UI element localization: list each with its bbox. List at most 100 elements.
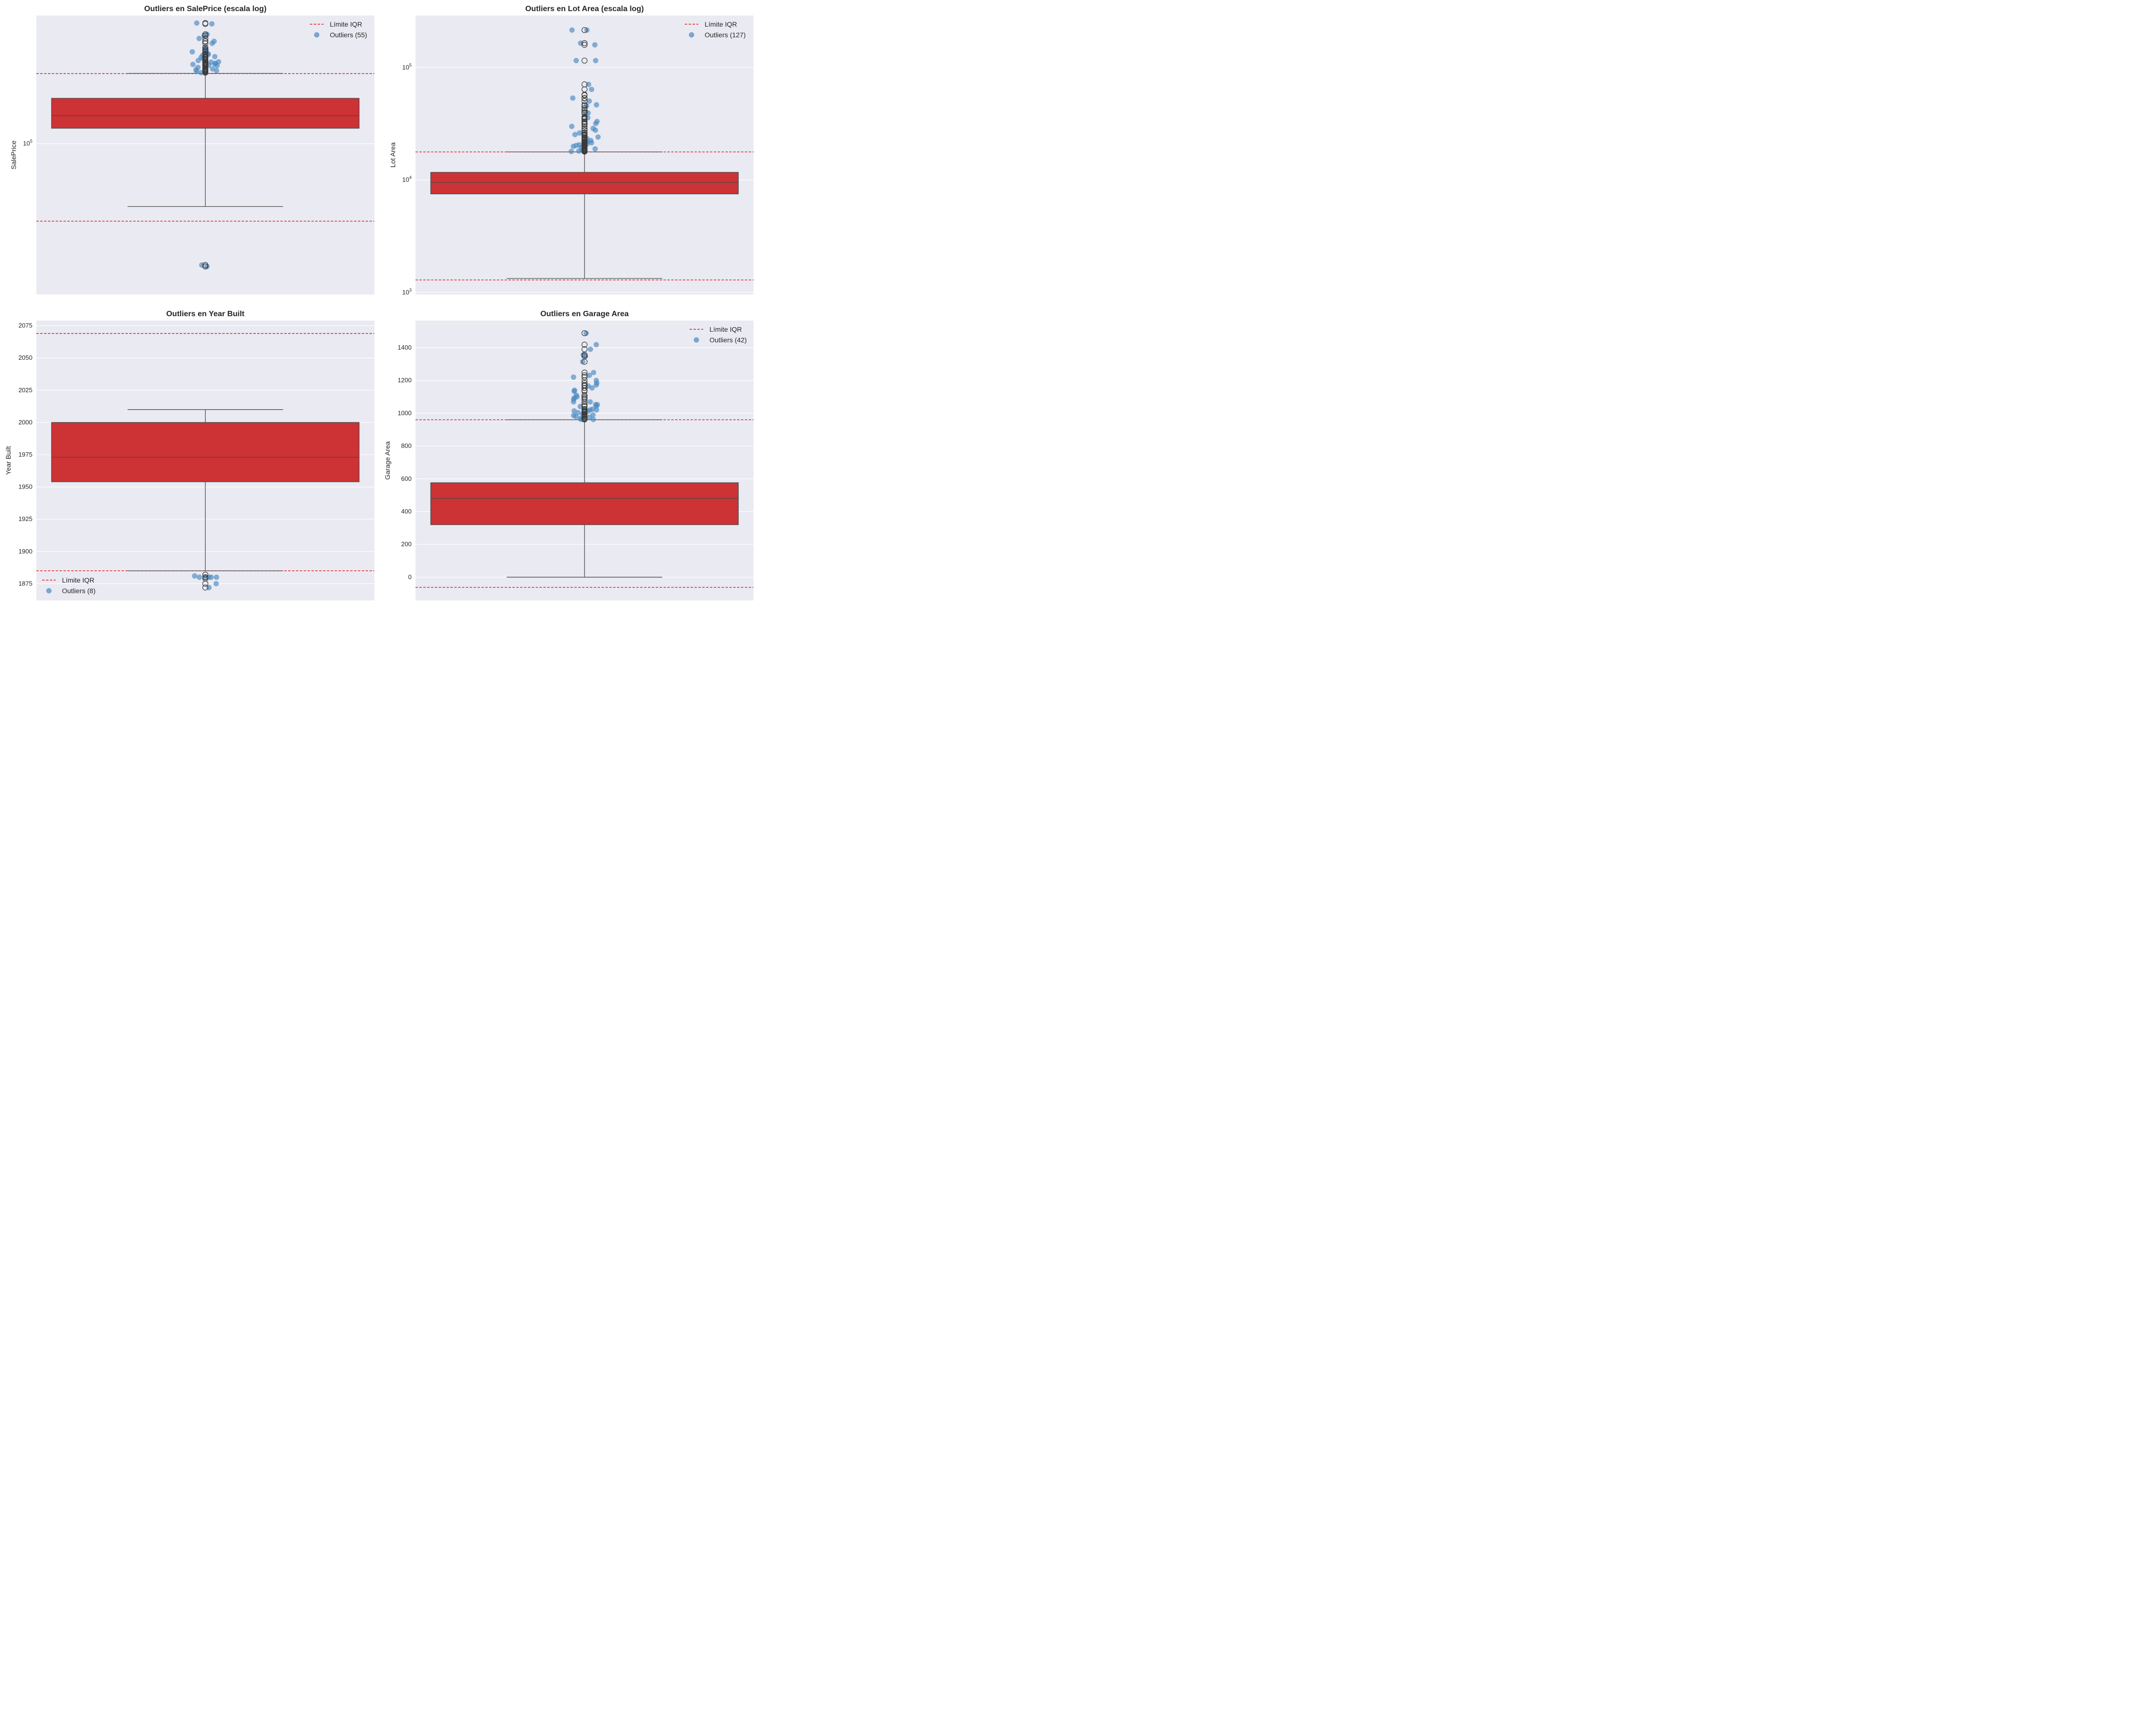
outlier-point	[586, 372, 592, 378]
outlier-point	[571, 387, 577, 393]
flier-marker	[202, 262, 209, 268]
flier-marker	[581, 399, 588, 405]
box-iqr	[51, 98, 360, 129]
outlier-point	[573, 414, 579, 419]
outlier-point	[593, 127, 599, 133]
flier-marker	[202, 44, 209, 51]
y-tick-label: 800	[401, 442, 412, 449]
legend-marker-icon	[689, 32, 694, 38]
panel-garagearea: 0 200 400 600 800 1000 1200 1400 Outliers en Gar…	[384, 310, 754, 600]
y-tick-label: 600	[401, 475, 412, 482]
flier-marker	[581, 27, 588, 33]
flier-marker	[581, 92, 588, 98]
legend-marker-icon	[693, 337, 699, 343]
flier-marker	[581, 95, 588, 102]
outlier-point	[593, 378, 599, 384]
outlier-point	[190, 61, 196, 67]
flier-marker	[202, 263, 209, 270]
outlier-point	[194, 69, 200, 75]
outlier-point	[197, 574, 202, 580]
legend-label: Outliers (127)	[705, 31, 746, 39]
legend-label: Límite IQR	[330, 20, 362, 28]
flier-marker	[581, 105, 588, 111]
legend-label: Límite IQR	[62, 576, 94, 584]
flier-marker	[202, 584, 209, 591]
outlier-point	[194, 20, 200, 26]
y-tick-label: 1900	[18, 548, 32, 555]
panel-lotarea: 103 104 105 Outliers en Lot Area (escala lo…	[389, 5, 754, 296]
y-tick-label: 2050	[18, 354, 32, 361]
outlier-point	[213, 581, 219, 586]
outlier-point	[569, 123, 575, 129]
legend-marker-icon	[314, 32, 320, 38]
y-tick-label: 2025	[18, 386, 32, 394]
outlier-point	[569, 149, 574, 154]
outlier-point	[585, 81, 591, 87]
chart-title: Outliers en Year Built	[166, 310, 245, 318]
outlier-point	[581, 352, 586, 358]
y-tick-label: 0	[408, 573, 412, 581]
outlier-point	[587, 399, 593, 405]
outlier-point	[572, 132, 578, 138]
outlier-point	[570, 143, 576, 149]
outlier-point	[569, 27, 575, 33]
flier-marker	[581, 358, 588, 365]
flier-marker	[202, 31, 209, 38]
flier-marker	[581, 352, 588, 358]
flier-marker	[202, 581, 209, 587]
outlier-point	[195, 58, 201, 63]
flier-marker	[581, 40, 588, 46]
legend: Límite IQR Outliers (42)	[690, 325, 747, 344]
outlier-point	[589, 87, 595, 92]
outlier-point	[573, 58, 579, 63]
outlier-point	[580, 359, 585, 365]
panel-saleprice: 105 Outliers en SalePrice (escala log) Sal…	[10, 5, 374, 294]
outlier-point	[593, 58, 599, 63]
flier-marker	[581, 392, 588, 399]
outlier-point	[196, 35, 202, 41]
outlier-point	[591, 369, 597, 375]
y-axis-label: SalePrice	[10, 140, 17, 169]
outlier-point	[590, 416, 596, 422]
flier-marker	[581, 148, 588, 155]
flier-marker	[581, 341, 588, 348]
outlier-point	[586, 98, 592, 104]
box-iqr	[430, 172, 739, 195]
y-tick-label: 200	[401, 540, 412, 548]
flier-marker	[202, 40, 209, 46]
outlier-point	[189, 49, 195, 55]
chart-title: Outliers en Lot Area (escala log)	[525, 5, 644, 13]
flier-marker	[581, 416, 588, 423]
outlier-point	[595, 134, 601, 140]
flier-marker	[581, 98, 588, 104]
outlier-point	[593, 342, 599, 348]
legend-label: Outliers (8)	[62, 587, 95, 595]
outlier-point	[588, 140, 594, 146]
y-tick-label: 1875	[18, 580, 32, 587]
outlier-point	[593, 121, 599, 126]
y-tick-label: 1400	[398, 344, 412, 351]
outlier-point	[570, 399, 576, 405]
outlier-point	[577, 403, 583, 409]
outlier-point	[192, 573, 198, 579]
outlier-point	[590, 412, 596, 418]
y-tick-label: 105	[402, 62, 412, 71]
legend: Límite IQR Outliers (55)	[310, 20, 367, 39]
y-tick-label: 104	[402, 175, 412, 184]
chart-title: Outliers en SalePrice (escala log)	[144, 5, 267, 13]
outlier-point	[570, 95, 576, 101]
y-tick-label: 1975	[18, 451, 32, 458]
flier-marker	[202, 21, 209, 27]
outlier-point	[577, 130, 583, 136]
outlier-point	[214, 63, 220, 69]
outlier-point	[209, 40, 215, 46]
y-tick-label: 1000	[398, 409, 412, 416]
flier-marker	[581, 374, 588, 380]
flier-marker	[581, 410, 588, 416]
y-tick-label: 1950	[18, 483, 32, 491]
chart-title: Outliers en Garage Area	[540, 310, 629, 318]
flier-marker	[581, 380, 588, 386]
outlier-point	[587, 346, 593, 352]
flier-marker	[202, 32, 209, 39]
outlier-point	[592, 146, 598, 152]
